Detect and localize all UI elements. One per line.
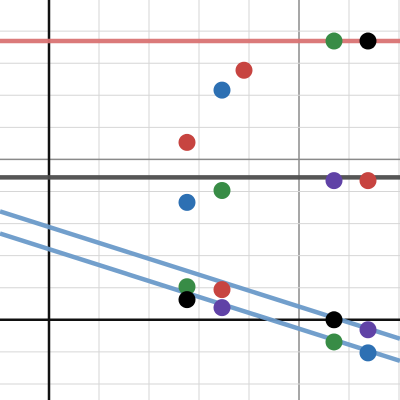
point <box>359 172 377 190</box>
point <box>213 299 231 317</box>
point <box>178 278 196 296</box>
point <box>213 81 231 99</box>
point <box>235 61 253 79</box>
point <box>359 321 377 339</box>
point <box>178 133 196 151</box>
point <box>325 172 343 190</box>
point <box>359 344 377 362</box>
point <box>325 333 343 351</box>
point <box>213 182 231 200</box>
point <box>359 32 377 50</box>
point <box>213 281 231 299</box>
point <box>325 311 343 329</box>
point <box>325 32 343 50</box>
point <box>178 193 196 211</box>
point <box>178 291 196 309</box>
